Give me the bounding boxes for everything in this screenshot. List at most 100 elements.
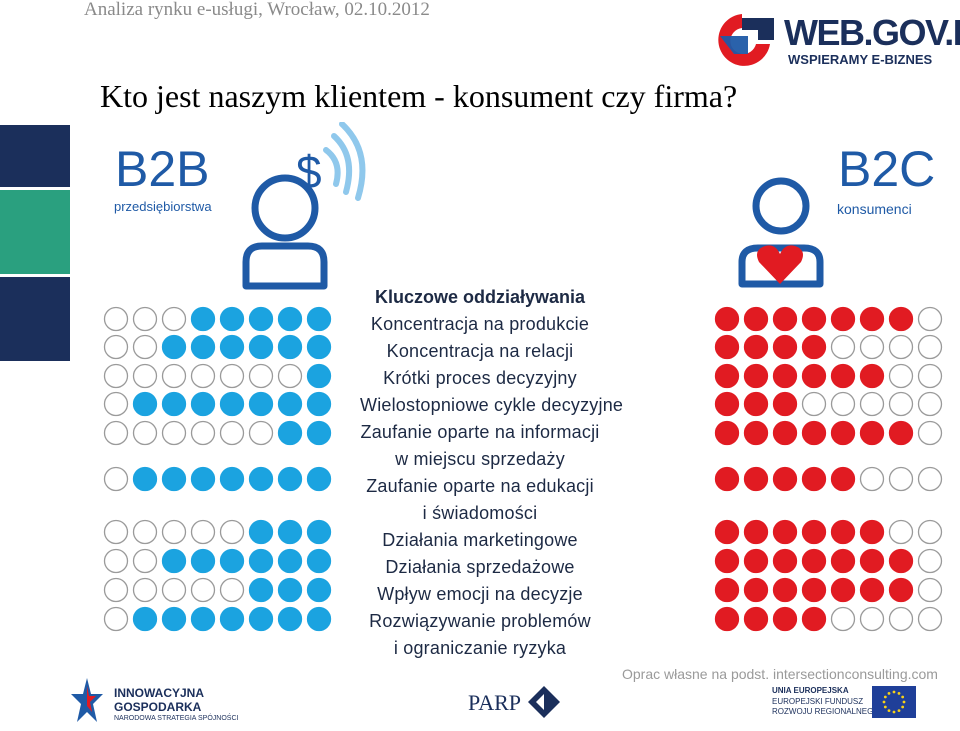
b2c-dot-filled <box>830 577 856 603</box>
b2c-dot-filled <box>743 334 769 360</box>
b2b-dot-filled <box>277 606 303 632</box>
b2b-dot-filled <box>248 519 274 545</box>
eu-star <box>883 695 887 699</box>
b2b-dot-empty <box>103 363 129 389</box>
interaction-line: Wpływ emocji na decyzje <box>377 584 583 604</box>
b2c-dot-empty <box>801 391 827 417</box>
b2b-dot-filled <box>161 334 187 360</box>
eu-star <box>897 691 901 695</box>
b2c-dot-filled <box>772 548 798 574</box>
b2c-dot-filled <box>801 548 827 574</box>
b2c-dot-empty <box>830 334 856 360</box>
b2c-dot-filled <box>859 420 885 446</box>
b2c-dot-empty <box>888 391 914 417</box>
b2b-dot-empty <box>132 519 158 545</box>
b2b-dot-empty <box>103 466 129 492</box>
interaction-line: Koncentracja na produkcie <box>370 314 590 334</box>
b2c-dot-empty <box>917 420 943 446</box>
b2c-dot-empty <box>888 466 914 492</box>
b2b-dot-empty <box>161 306 187 332</box>
b2b-dot-filled <box>132 466 158 492</box>
parp-logo[interactable]: PARP <box>468 684 568 724</box>
b2c-dot-filled <box>714 606 740 632</box>
b2b-dot-empty <box>132 577 158 603</box>
b2b-dot-empty <box>103 391 129 417</box>
b2b-dot-filled <box>248 334 274 360</box>
b2c-dot-filled <box>830 420 856 446</box>
b2b-dot-empty <box>103 606 129 632</box>
b2c-dot-filled <box>743 420 769 446</box>
sidebar-block-navy-top <box>0 125 70 187</box>
b2c-dot-empty <box>917 363 943 389</box>
b2c-dot-filled <box>830 519 856 545</box>
b2c-dot-filled <box>801 519 827 545</box>
b2b-dot-empty <box>219 519 245 545</box>
eu-star <box>897 709 901 713</box>
b2c-dot-filled <box>714 306 740 332</box>
b2b-dot-filled <box>277 548 303 574</box>
eu-star <box>892 690 896 694</box>
b2b-person-icon <box>242 174 328 290</box>
b2c-person-icon <box>738 177 824 288</box>
b2c-dot-empty <box>830 606 856 632</box>
b2c-dot-empty <box>830 391 856 417</box>
webgov-logo[interactable]: WEB.GOV.PL WSPIERAMY E-BIZNES <box>712 8 960 70</box>
b2b-dot-empty <box>219 420 245 446</box>
b2c-dot-filled <box>888 420 914 446</box>
b2b-dot-empty <box>132 334 158 360</box>
b2b-dot-empty <box>103 306 129 332</box>
b2c-dot-empty <box>859 606 885 632</box>
b2c-dot-filled <box>714 519 740 545</box>
ig-line3: NARODOWA STRATEGIA SPÓJNOŚCI <box>114 715 239 722</box>
eu-star <box>902 700 906 704</box>
b2c-dot-filled <box>743 363 769 389</box>
b2b-dot-empty <box>190 577 216 603</box>
b2b-dot-filled <box>306 466 332 492</box>
b2b-dot-filled <box>306 306 332 332</box>
source-note: Oprac własne na podst. intersectionconsu… <box>622 666 938 682</box>
b2b-dot-filled <box>306 334 332 360</box>
b2c-dot-empty <box>917 577 943 603</box>
b2b-dot-filled <box>190 306 216 332</box>
b2b-dot-filled <box>161 466 187 492</box>
b2b-dot-filled <box>306 363 332 389</box>
b2b-dot-filled <box>306 606 332 632</box>
b2c-dot-filled <box>743 306 769 332</box>
b2c-dot-filled <box>743 391 769 417</box>
b2c-dot-empty <box>917 306 943 332</box>
b2b-dot-filled <box>132 391 158 417</box>
innowacyjna-gospodarka-logo[interactable]: INNOWACYJNA GOSPODARKA NARODOWA STRATEGI… <box>70 676 240 728</box>
b2c-dot-empty <box>859 391 885 417</box>
b2b-dot-filled <box>190 466 216 492</box>
b2c-dot-filled <box>772 363 798 389</box>
b2c-dot-filled <box>859 577 885 603</box>
b2b-dot-filled <box>248 466 274 492</box>
b2b-dot-filled <box>248 391 274 417</box>
webgov-logo-mark-icon <box>718 14 774 66</box>
b2c-dot-empty <box>888 606 914 632</box>
b2c-dot-filled <box>743 519 769 545</box>
unia-europejska-logo[interactable]: UNIA EUROPEJSKA EUROPEJSKI FUNDUSZ ROZWO… <box>772 682 922 726</box>
b2c-dot-empty <box>888 334 914 360</box>
b2b-dot-filled <box>190 391 216 417</box>
b2c-dot-empty <box>888 519 914 545</box>
b2c-label: B2C <box>838 141 936 197</box>
b2c-dot-filled <box>801 606 827 632</box>
b2b-dot-filled <box>219 606 245 632</box>
b2c-dot-filled <box>801 306 827 332</box>
ue-line2: EUROPEJSKI FUNDUSZ <box>772 697 864 706</box>
b2c-dot-filled <box>830 466 856 492</box>
b2b-dot-empty <box>219 577 245 603</box>
b2b-dot-filled <box>277 306 303 332</box>
b2b-dot-filled <box>306 577 332 603</box>
webgov-logo-text: WEB.GOV.PL <box>784 12 960 53</box>
b2c-dot-filled <box>801 466 827 492</box>
ig-line2: GOSPODARKA <box>114 700 202 714</box>
b2c-dot-filled <box>772 606 798 632</box>
interaction-line: Wielostopniowe cykle decyzyjne <box>360 395 624 415</box>
b2b-dot-empty <box>103 334 129 360</box>
b2b-dot-filled <box>306 548 332 574</box>
b2b-dot-empty <box>161 577 187 603</box>
b2b-dot-empty <box>190 420 216 446</box>
ig-star-mark-icon <box>71 678 103 722</box>
